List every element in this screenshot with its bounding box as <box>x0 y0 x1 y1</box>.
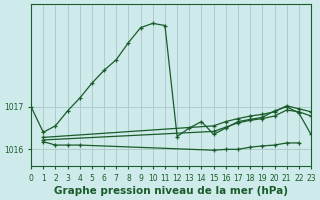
X-axis label: Graphe pression niveau de la mer (hPa): Graphe pression niveau de la mer (hPa) <box>54 186 288 196</box>
